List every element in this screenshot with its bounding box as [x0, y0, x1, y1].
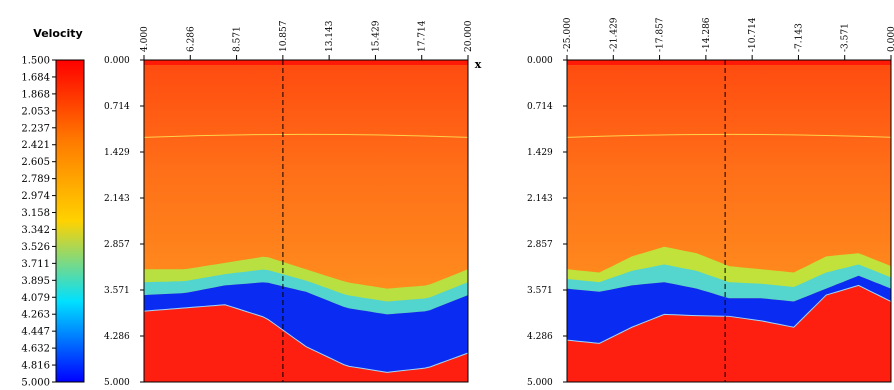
- colorbar-tick-label: 4.816: [21, 361, 50, 372]
- velocity-field-right: [566, 60, 892, 382]
- colorbar-tick-label: 3.711: [21, 259, 50, 270]
- axes-right: -25.000 -21.429 -17.857 -14.286 -10.714 -7.14…: [527, 17, 894, 388]
- colorbar-ticks: 1.500 1.684 1.868 2.053 2.237 2.421 2.605 2.789…: [21, 56, 56, 389]
- x-tick-label: 10.857: [279, 20, 289, 52]
- x-tick-label: 8.571: [233, 26, 243, 52]
- basement-boundary: [143, 304, 469, 373]
- y-tick-label: 0.000: [104, 56, 130, 66]
- x-tick-label: -21.429: [609, 17, 619, 52]
- colorbar-tick-label: 1.684: [21, 72, 50, 83]
- colorbar-tick-label: 3.342: [21, 225, 50, 236]
- y-tick-label: 0.714: [104, 102, 130, 112]
- x-tick-label: 13.143: [325, 20, 335, 52]
- colorbar-title: Velocity: [33, 27, 82, 40]
- colorbar-tick-label: 2.053: [21, 106, 50, 117]
- x-tick-label: -14.286: [702, 17, 712, 52]
- plot-frame: [566, 59, 892, 383]
- y-tick-label: 0.000: [527, 56, 553, 66]
- y-tick-label: 1.429: [527, 148, 553, 158]
- low-velocity-layer: [144, 282, 468, 373]
- x-tick-label: -17.857: [656, 17, 666, 52]
- colorbar-tick-label: 4.079: [21, 293, 50, 304]
- colorbar-tick-label: 1.868: [21, 89, 50, 100]
- basement-layer: [567, 285, 891, 382]
- colorbar-gradient: [55, 59, 85, 383]
- colorbar-tick-label: 2.789: [21, 174, 50, 185]
- x-tick-label: -3.571: [841, 23, 851, 52]
- x-axis-label: x: [475, 58, 482, 71]
- velocity-field-left: [143, 60, 469, 382]
- x-tick-label: 20.000: [464, 20, 474, 52]
- colorbar-tick-label: 3.158: [21, 208, 50, 219]
- surface-layer: [144, 60, 468, 65]
- axes-left: 4.000 6.286 8.571 10.857 13.143 15.429 17.714 2…: [104, 20, 474, 388]
- cyan-layer: [144, 269, 468, 315]
- y-tick-label: 0.714: [527, 102, 553, 112]
- x-tick-label: -10.714: [748, 17, 758, 52]
- y-tick-label: 5.000: [104, 378, 130, 388]
- y-tick-label: 2.857: [104, 240, 130, 250]
- colorbar-tick-label: 2.974: [21, 191, 50, 202]
- colorbar-tick-label: 2.421: [21, 140, 50, 151]
- y-tick-label: 2.143: [104, 194, 130, 204]
- x-tick-label: -7.143: [794, 23, 804, 52]
- velocity-panel-left: 4.000 6.286 8.571 10.857 13.143 15.429 17.714 2…: [104, 20, 482, 388]
- colorbar: Velocity 1.500 1.684 1.868 2.053 2.237 2.421 2…: [21, 27, 85, 389]
- basement-boundary: [566, 284, 892, 344]
- colorbar-tick-label: 3.526: [21, 242, 50, 253]
- x-tick-label: 0.000: [887, 26, 894, 52]
- y-tick-label: 3.571: [104, 286, 130, 296]
- velocity-panel-right: -25.000 -21.429 -17.857 -14.286 -10.714 -7.14…: [527, 17, 894, 388]
- y-tick-label: 4.286: [104, 332, 130, 342]
- y-tick-label: 4.286: [527, 332, 553, 342]
- colorbar-tick-label: 2.605: [21, 157, 50, 168]
- x-tick-label: 6.286: [186, 26, 196, 52]
- x-tick-label: -25.000: [563, 17, 573, 52]
- x-tick-label: 15.429: [371, 20, 381, 52]
- y-tick-label: 1.429: [104, 148, 130, 158]
- cyan-layer: [567, 264, 891, 302]
- colorbar-tick-label: 4.447: [21, 327, 50, 338]
- y-tick-label: 2.143: [527, 194, 553, 204]
- colorbar-tick-label: 1.500: [21, 56, 50, 67]
- plot-frame: [143, 59, 469, 383]
- surface-layer: [567, 60, 891, 65]
- colorbar-tick-label: 4.632: [21, 344, 50, 355]
- x-tick-label: 17.714: [418, 20, 428, 52]
- colorbar-tick-label: 3.895: [21, 276, 50, 287]
- colorbar-tick-label: 5.000: [21, 378, 50, 389]
- x-tick-label: 4.000: [140, 26, 150, 52]
- reflector-line: [143, 133, 469, 138]
- y-tick-label: 2.857: [527, 240, 553, 250]
- colorbar-tick-label: 4.263: [21, 310, 50, 321]
- reflector-line: [566, 133, 892, 138]
- y-tick-label: 3.571: [527, 286, 553, 296]
- y-tick-label: 5.000: [527, 378, 553, 388]
- low-velocity-layer: [567, 275, 891, 344]
- basement-layer: [144, 304, 468, 382]
- colorbar-tick-label: 2.237: [21, 123, 50, 134]
